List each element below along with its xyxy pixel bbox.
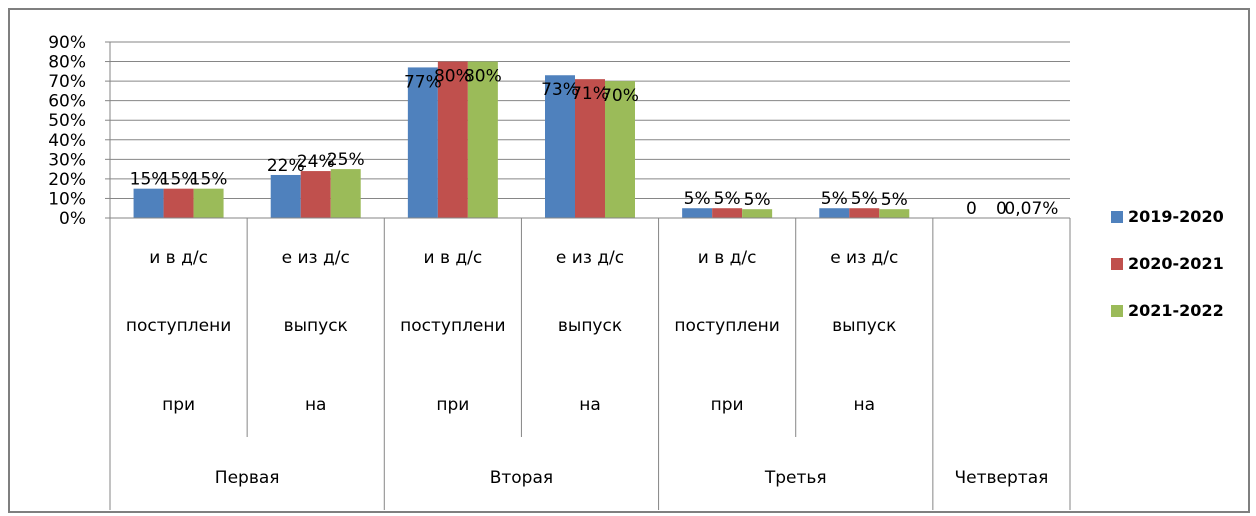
data-label: 0 — [996, 199, 1007, 219]
y-tick-label: 10% — [48, 189, 86, 209]
bar-2020-2021 — [712, 208, 743, 218]
category-label: е из д/с — [556, 248, 624, 268]
data-label: 80% — [434, 67, 472, 87]
bar-2019-2020 — [407, 67, 438, 218]
legend-swatch — [1111, 258, 1123, 270]
bar-2020-2021 — [300, 171, 331, 218]
category-label: и в д/с — [698, 248, 757, 268]
category-label: выпуск — [284, 316, 348, 336]
bar-2019-2020 — [270, 174, 301, 218]
bar-2021-2022 — [605, 81, 635, 218]
data-label: 0,07% — [1004, 199, 1058, 219]
group-label: Вторая — [490, 468, 553, 488]
data-label: 0 — [966, 199, 977, 219]
data-labels: 15%15%15%22%24%25%77%80%80%73%71%70%5% 5%… — [130, 67, 1059, 219]
category-label: е из д/с — [282, 248, 350, 268]
bar-2021-2022 — [193, 188, 224, 218]
category-label: поступлени — [674, 316, 779, 336]
y-tick-label: 20% — [48, 170, 86, 190]
data-label: 15% — [190, 170, 228, 190]
legend-swatch — [1111, 211, 1123, 223]
data-label: 5% — [714, 189, 741, 209]
category-axis: и в д/с поступлени при е из д/с выпуск на и в … — [109, 218, 1071, 510]
legend-label: 2019-2020 — [1128, 207, 1224, 226]
data-label: 5% — [881, 190, 908, 210]
group-label: Третья — [764, 468, 827, 488]
y-tick-label: 70% — [48, 72, 86, 92]
y-tick-label: 0% — [59, 209, 86, 229]
legend: 2019-2020 2020-2021 2021-2022 — [1111, 207, 1224, 320]
data-label: 70% — [601, 86, 639, 106]
category-label: на — [854, 395, 876, 415]
data-label: 25% — [327, 150, 365, 170]
category-label: при — [436, 395, 469, 415]
y-tick-label: 60% — [48, 92, 86, 112]
category-label: и в д/с — [424, 248, 483, 268]
category-label: выпуск — [558, 316, 622, 336]
data-label: 71% — [571, 84, 609, 104]
y-tick-label: 40% — [48, 131, 86, 151]
bar-2020-2021 — [849, 208, 880, 218]
bar-2021-2022 — [879, 209, 910, 218]
bar-2021-2022 — [330, 169, 361, 218]
data-label: 15% — [130, 170, 168, 190]
bar-2020-2021 — [575, 79, 605, 219]
category-label: поступлени — [400, 316, 505, 336]
chart-frame — [8, 8, 1250, 513]
bar-2019-2020 — [133, 188, 164, 218]
category-label: выпуск — [832, 316, 896, 336]
data-label: 15% — [160, 170, 198, 190]
data-label: 24% — [297, 152, 335, 172]
category-label: поступлени — [126, 316, 231, 336]
legend-label: 2021-2022 — [1128, 301, 1224, 320]
bar-2020-2021 — [437, 61, 468, 218]
category-label: на — [579, 395, 601, 415]
data-label: 5% — [744, 190, 771, 210]
data-label: 73% — [541, 80, 579, 100]
data-label: 5% — [821, 189, 848, 209]
bars — [110, 61, 1070, 219]
data-label: 80% — [464, 67, 502, 87]
data-label: 5% — [684, 189, 711, 209]
group-label: Четвертая — [955, 468, 1049, 488]
y-tick-label: 50% — [48, 111, 86, 131]
bar-2021-2022 — [742, 209, 773, 218]
y-tick-label: 90% — [48, 33, 86, 53]
y-tick-label: 30% — [48, 150, 86, 170]
bar-2019-2020 — [545, 75, 575, 218]
bar-2019-2020 — [682, 208, 713, 218]
category-label: при — [711, 395, 744, 415]
category-label: при — [162, 395, 195, 415]
legend-swatch — [1111, 305, 1123, 317]
group-label: Первая — [215, 468, 280, 488]
data-label: 5% — [851, 189, 878, 209]
legend-label: 2020-2021 — [1128, 254, 1224, 273]
data-label: 22% — [267, 156, 305, 176]
category-label: на — [305, 395, 327, 415]
bar-2021-2022 — [467, 61, 498, 218]
category-label: и в д/с — [149, 248, 208, 268]
bar-2019-2020 — [819, 208, 850, 218]
y-tick-label: 80% — [48, 53, 86, 73]
bar-2020-2021 — [163, 188, 194, 218]
category-label: е из д/с — [830, 248, 898, 268]
y-axis: 0%10%20%30%40%50%60%70%80%90% — [48, 33, 111, 229]
data-label: 77% — [404, 72, 442, 92]
